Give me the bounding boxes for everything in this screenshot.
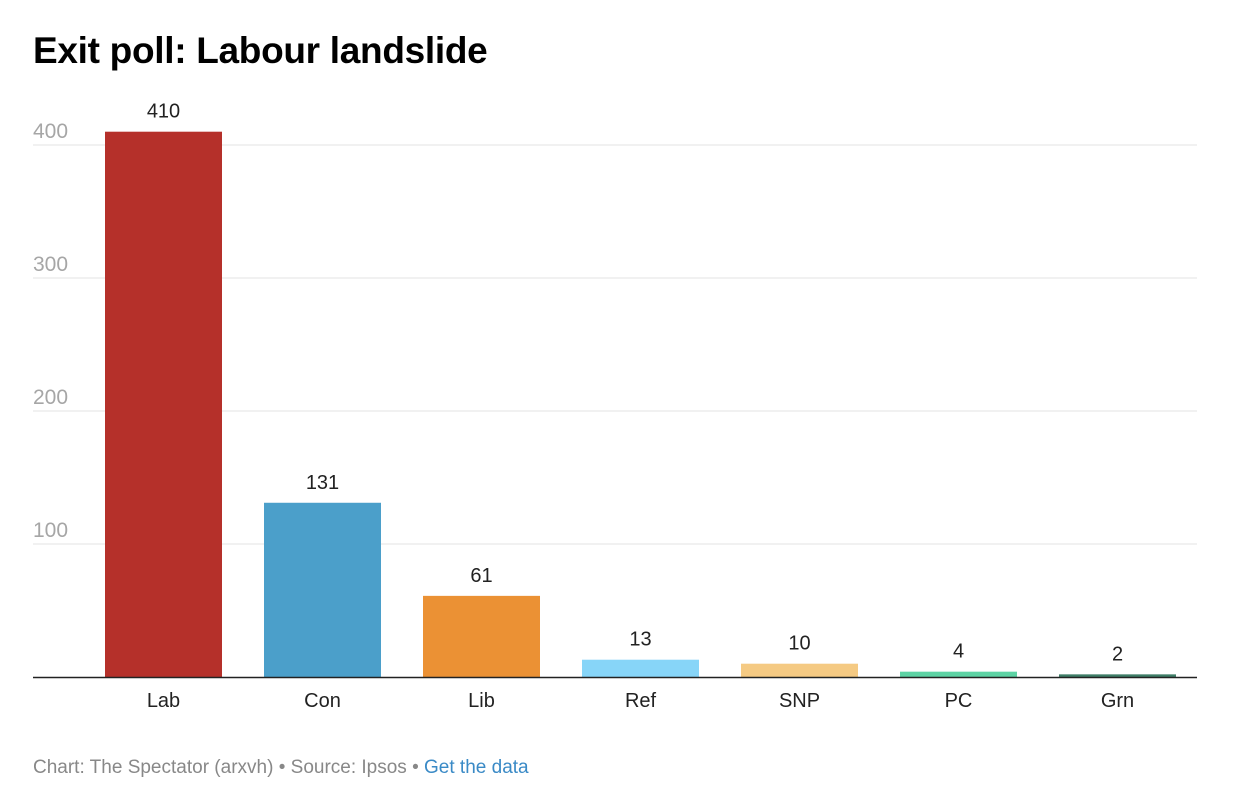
get-the-data-link[interactable]: Get the data xyxy=(424,757,529,778)
data-label: 61 xyxy=(470,565,492,587)
bar-lab xyxy=(105,131,222,677)
x-tick-label: Ref xyxy=(625,690,657,712)
x-tick-label: Con xyxy=(304,690,341,712)
x-tick-label: PC xyxy=(945,690,973,712)
chart-source: Source: Ipsos xyxy=(290,757,407,778)
data-labels: 410 131 61 13 10 4 2 xyxy=(147,101,1123,666)
x-axis-ticks: Lab Con Lib Ref SNP PC Grn xyxy=(147,690,1134,712)
data-label: 10 xyxy=(788,633,810,655)
bar-pc xyxy=(900,671,1017,677)
x-tick-label: Lib xyxy=(468,690,495,712)
chart-title: Exit poll: Labour landslide xyxy=(33,30,488,71)
footer-separator: • xyxy=(278,757,286,778)
data-label: 131 xyxy=(306,472,339,494)
bar-grn xyxy=(1059,674,1176,677)
gridlines xyxy=(33,144,1197,545)
bars xyxy=(105,131,1176,677)
y-axis-ticks: 100 200 300 400 xyxy=(33,120,68,542)
x-tick-label: Lab xyxy=(147,690,180,712)
data-label: 4 xyxy=(953,641,964,663)
chart-credit: Chart: The Spectator (arxvh) xyxy=(33,757,274,778)
y-tick-label: 200 xyxy=(33,386,68,409)
footer-separator: • xyxy=(412,757,419,778)
y-tick-label: 400 xyxy=(33,120,68,143)
x-tick-label: Grn xyxy=(1101,690,1134,712)
bar-snp xyxy=(741,663,858,677)
y-tick-label: 100 xyxy=(33,519,68,542)
y-tick-label: 300 xyxy=(33,253,68,276)
data-label: 2 xyxy=(1112,643,1123,665)
data-label: 13 xyxy=(629,629,651,651)
data-label: 410 xyxy=(147,101,180,123)
bar-lib xyxy=(423,595,540,677)
x-tick-label: SNP xyxy=(779,690,820,712)
chart-footer: Chart: The Spectator (arxvh) • Source: I… xyxy=(33,757,529,779)
bar-ref xyxy=(582,659,699,677)
bar-chart: 100 200 300 400 410 131 61 13 10 4 2 Lab Con Lib Ref… xyxy=(33,101,1197,712)
bar-con xyxy=(264,502,381,677)
